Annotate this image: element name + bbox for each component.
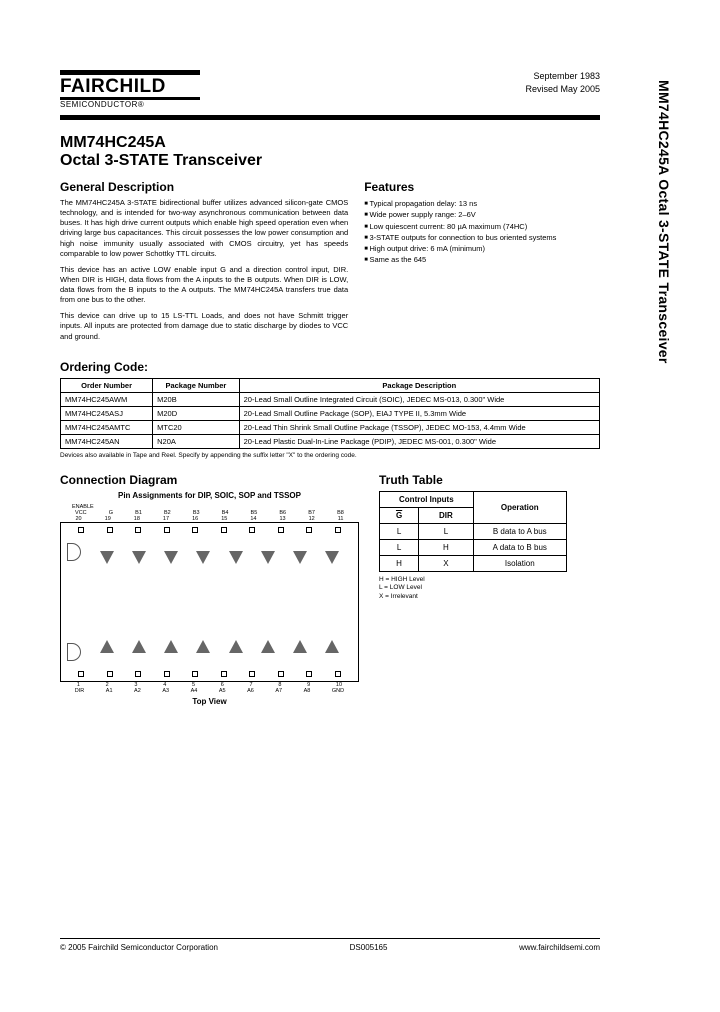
footer: © 2005 Fairchild Semiconductor Corporati… bbox=[60, 938, 600, 952]
feature-item: Wide power supply range: 2–6V bbox=[364, 209, 600, 220]
truth-op-head: Operation bbox=[473, 491, 566, 523]
truth-table: Control Inputs Operation G DIR LLB data … bbox=[379, 491, 567, 572]
connection-diagram-col: Connection Diagram Pin Assignments for D… bbox=[60, 473, 359, 706]
truth-heading: Truth Table bbox=[379, 473, 600, 487]
logo-main: FAIRCHILD bbox=[60, 77, 200, 96]
logo: FAIRCHILD SEMICONDUCTOR® bbox=[60, 70, 200, 109]
conn-heading: Connection Diagram bbox=[60, 473, 359, 487]
table-row: MM74HC245AWMM20B20-Lead Small Outline In… bbox=[61, 392, 600, 406]
truth-ctrl-head: Control Inputs bbox=[380, 491, 474, 507]
feature-item: Same as the 645 bbox=[364, 254, 600, 265]
truth-table-col: Truth Table Control Inputs Operation G D… bbox=[379, 473, 600, 706]
ordering-section: Ordering Code: Order NumberPackage Numbe… bbox=[60, 360, 600, 459]
ord-col-head: Order Number bbox=[61, 378, 153, 392]
bottom-pin-labels: DIRA1A2A3A4A5A6A7A8GND bbox=[60, 688, 359, 694]
general-description-col: General Description The MM74HC245A 3-STA… bbox=[60, 180, 348, 348]
ordering-heading: Ordering Code: bbox=[60, 360, 600, 374]
gendesc-heading: General Description bbox=[60, 180, 348, 194]
table-row: MM74HC245AMTCMTC2020-Lead Thin Shrink Sm… bbox=[61, 420, 600, 434]
truth-g-head: G bbox=[380, 507, 419, 523]
part-number: MM74HC245A bbox=[60, 134, 600, 152]
side-title: MM74HC245A Octal 3-STATE Transceiver bbox=[656, 80, 672, 364]
date-revised: Revised May 2005 bbox=[525, 83, 600, 96]
footer-url: www.fairchildsemi.com bbox=[519, 943, 600, 952]
feature-item: Typical propagation delay: 13 ns bbox=[364, 198, 600, 209]
truth-notes: H = HIGH LevelL = LOW LevelX = Irrelevan… bbox=[379, 576, 600, 601]
logo-sub: SEMICONDUCTOR® bbox=[60, 100, 200, 109]
ordering-table: Order NumberPackage NumberPackage Descri… bbox=[60, 378, 600, 449]
table-row: MM74HC245ASJM20D20-Lead Small Outline Pa… bbox=[61, 406, 600, 420]
part-name: Octal 3-STATE Transceiver bbox=[60, 152, 600, 170]
ordering-note: Devices also available in Tape and Reel.… bbox=[60, 452, 600, 459]
gendesc-p1: The MM74HC245A 3-STATE bidirectional buf… bbox=[60, 198, 348, 259]
features-list: Typical propagation delay: 13 nsWide pow… bbox=[364, 198, 600, 266]
ord-col-head: Package Number bbox=[153, 378, 240, 392]
header-row: FAIRCHILD SEMICONDUCTOR® September 1983 … bbox=[60, 70, 600, 120]
top-view-label: Top View bbox=[60, 697, 359, 706]
ord-col-head: Package Description bbox=[239, 378, 599, 392]
gendesc-p2: This device has an active LOW enable inp… bbox=[60, 265, 348, 306]
page-content: FAIRCHILD SEMICONDUCTOR® September 1983 … bbox=[60, 70, 600, 706]
features-heading: Features bbox=[364, 180, 600, 194]
table-row: LLB data to A bus bbox=[380, 523, 567, 539]
date-issued: September 1983 bbox=[525, 70, 600, 83]
footer-docid: DS005165 bbox=[350, 943, 388, 952]
feature-item: 3-STATE outputs for connection to bus or… bbox=[364, 232, 600, 243]
title-block: MM74HC245A Octal 3-STATE Transceiver bbox=[60, 134, 600, 170]
table-row: LHA data to B bus bbox=[380, 539, 567, 555]
gendesc-p3: This device can drive up to 15 LS-TTL Lo… bbox=[60, 311, 348, 341]
table-row: HXIsolation bbox=[380, 555, 567, 571]
truth-dir-head: DIR bbox=[419, 507, 474, 523]
feature-item: High output drive: 6 mA (minimum) bbox=[364, 243, 600, 254]
pin-caption: Pin Assignments for DIP, SOIC, SOP and T… bbox=[60, 491, 359, 500]
dates: September 1983 Revised May 2005 bbox=[525, 70, 600, 95]
schematic-diagram bbox=[60, 522, 359, 682]
table-row: MM74HC245ANN20A20-Lead Plastic Dual-In-L… bbox=[61, 434, 600, 448]
feature-item: Low quiescent current: 80 µA maximum (74… bbox=[364, 221, 600, 232]
features-col: Features Typical propagation delay: 13 n… bbox=[364, 180, 600, 348]
footer-copyright: © 2005 Fairchild Semiconductor Corporati… bbox=[60, 943, 218, 952]
